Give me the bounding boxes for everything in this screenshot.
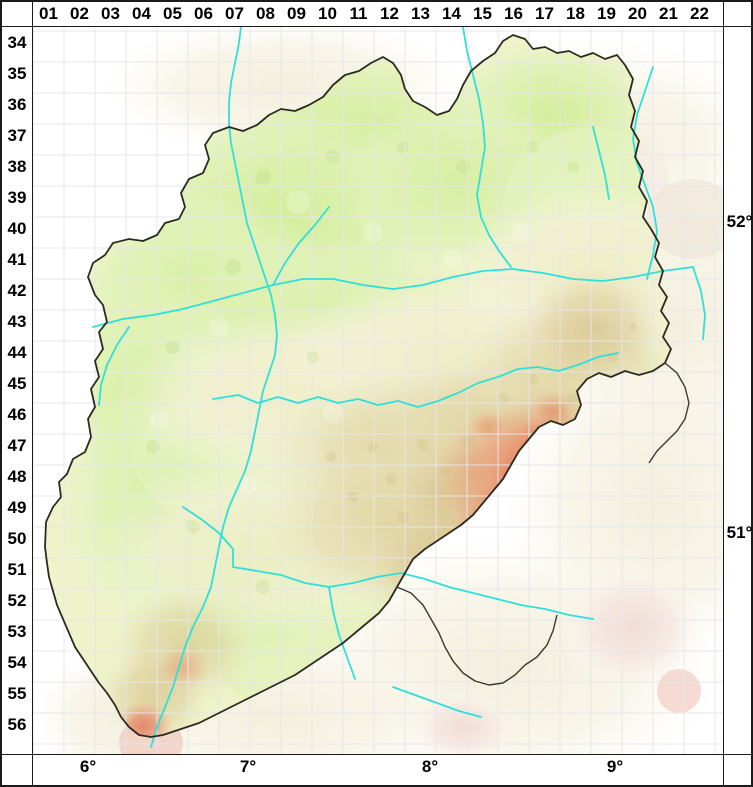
row-label-50: 50: [7, 529, 27, 548]
row-label-46: 46: [7, 405, 27, 424]
column-label-21: 21: [659, 4, 678, 23]
column-label-01: 01: [39, 4, 58, 23]
column-label-19: 19: [597, 4, 616, 23]
neighbour-boundaries: [396, 362, 690, 686]
map-grid: [33, 27, 723, 754]
column-label-03: 03: [101, 4, 120, 23]
ruler-divider-left: [32, 0, 33, 787]
column-label-11: 11: [349, 4, 368, 23]
frame-top: [0, 0, 753, 2]
river-network: [92, 27, 706, 748]
longitude-label: 7°: [239, 757, 257, 776]
row-label-54: 54: [7, 653, 27, 672]
row-label-39: 39: [7, 188, 27, 207]
ruler-divider-top: [0, 26, 753, 27]
column-label-17: 17: [535, 4, 554, 23]
column-label-18: 18: [566, 4, 585, 23]
row-label-52: 52: [7, 591, 27, 610]
frame-bottom: [0, 785, 753, 787]
row-label-44: 44: [7, 343, 27, 362]
row-label-37: 37: [7, 126, 27, 145]
row-label-53: 53: [7, 622, 27, 641]
row-label-36: 36: [7, 95, 27, 114]
row-label-38: 38: [7, 157, 27, 176]
row-label-34: 34: [7, 33, 27, 52]
longitude-label: 9°: [606, 757, 624, 776]
row-label-42: 42: [7, 281, 27, 300]
row-label-56: 56: [7, 715, 27, 734]
column-label-10: 10: [318, 4, 337, 23]
latitude-label: 52°: [726, 212, 753, 231]
column-label-08: 08: [256, 4, 275, 23]
row-label-35: 35: [7, 64, 27, 83]
row-label-40: 40: [7, 219, 27, 238]
frame-right: [751, 0, 753, 787]
row-label-49: 49: [7, 498, 27, 517]
ruler-divider-right: [723, 0, 724, 787]
column-label-04: 04: [132, 4, 151, 23]
column-label-05: 05: [163, 4, 182, 23]
column-label-20: 20: [628, 4, 647, 23]
column-label-09: 09: [287, 4, 306, 23]
ruler-divider-bottom: [0, 754, 753, 755]
row-label-43: 43: [7, 312, 27, 331]
state-border-nrw: [44, 34, 672, 738]
longitude-label: 6°: [79, 757, 97, 776]
column-label-07: 07: [225, 4, 244, 23]
column-label-14: 14: [442, 4, 461, 23]
row-label-45: 45: [7, 374, 27, 393]
row-label-48: 48: [7, 467, 27, 486]
map-canvas[interactable]: [33, 27, 723, 754]
column-label-13: 13: [411, 4, 430, 23]
longitude-label: 8°: [421, 757, 439, 776]
row-label-47: 47: [7, 436, 27, 455]
column-label-22: 22: [690, 4, 709, 23]
frame-left: [0, 0, 2, 787]
map-svg: [33, 27, 723, 754]
latitude-label: 51°: [726, 523, 753, 542]
column-label-02: 02: [70, 4, 89, 23]
column-label-12: 12: [380, 4, 399, 23]
row-label-51: 51: [7, 560, 27, 579]
row-label-55: 55: [7, 684, 27, 703]
column-label-15: 15: [473, 4, 492, 23]
column-label-06: 06: [194, 4, 213, 23]
column-label-16: 16: [504, 4, 523, 23]
row-label-41: 41: [7, 250, 27, 269]
